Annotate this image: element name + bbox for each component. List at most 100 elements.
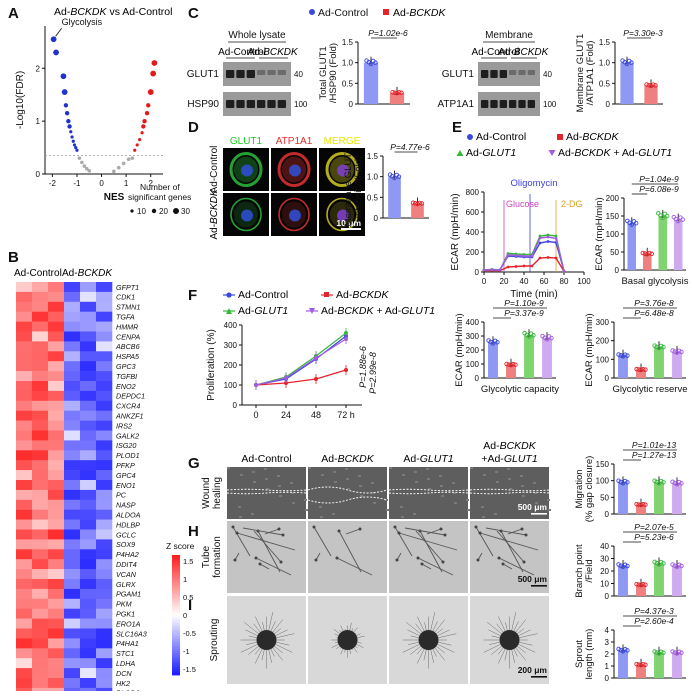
data-dot: [495, 340, 500, 345]
heatmap-cell: [32, 509, 49, 520]
data-dot: [417, 200, 422, 206]
wound-texture: [373, 502, 376, 504]
data-dot: [662, 211, 668, 217]
heatmap-cell: [16, 579, 33, 590]
z-legend-cell: [172, 661, 180, 664]
data-dot: [643, 367, 648, 372]
z-legend-cell: [172, 561, 180, 564]
z-legend-cell: [172, 577, 180, 580]
data-dot: [672, 349, 678, 354]
heatmap-cell: [32, 539, 49, 550]
heatmap-cell: [80, 291, 97, 303]
wound-texture: [358, 475, 361, 477]
heatmap-cell: [80, 678, 97, 689]
heatmap-cell: [80, 440, 97, 451]
heatmap-cell: [96, 390, 113, 402]
heatmap-cell: [64, 648, 81, 659]
data-dot: [636, 367, 642, 372]
ecar-point: [538, 256, 542, 260]
tube-node: [524, 533, 528, 537]
heatmap-cell: [80, 470, 97, 481]
wound-texture: [359, 485, 362, 487]
volcano-point: [69, 130, 73, 134]
bar-ytick-label: 0: [606, 100, 611, 109]
g-col-header-4a: Ad-BCKDK: [483, 440, 537, 452]
gene-label: ENO1: [116, 481, 136, 490]
bar-3: [672, 652, 682, 678]
blot-membrane-band: [481, 70, 489, 78]
heatmap-cell: [32, 390, 49, 402]
z-legend-cell: [172, 581, 180, 584]
heatmap-cell: [48, 539, 65, 550]
z-legend-cell: [172, 611, 180, 614]
heatmap-cell: [96, 499, 113, 510]
tube-node: [335, 556, 339, 560]
sprout-line: [410, 644, 423, 655]
wound-texture: [533, 482, 536, 484]
heatmap-cell: [32, 569, 49, 580]
heatmap-cell: [32, 381, 49, 392]
pval-label: P=1.02e-6: [368, 28, 408, 38]
bar-title: Basal glycolysis: [621, 276, 688, 287]
bar-ytick-label: 150: [606, 212, 620, 221]
panel-label-D: D: [188, 119, 199, 136]
heatmap-cell: [96, 579, 113, 590]
f-xtick-label: 72 h: [337, 410, 355, 420]
wound-texture: [507, 468, 510, 470]
tube-node: [476, 558, 480, 562]
heatmap-cell: [48, 678, 65, 689]
tube-node: [314, 558, 318, 562]
data-dot: [661, 561, 666, 566]
data-dot: [658, 478, 664, 484]
heatmap-cell: [48, 549, 65, 560]
f-legend-marker: [226, 292, 232, 298]
data-dot: [654, 650, 660, 655]
wound-edge-top: [226, 488, 307, 492]
z-legend-cell: [172, 651, 180, 654]
prolif-point: [314, 356, 318, 360]
heatmap-cell: [96, 400, 113, 411]
wound-texture: [251, 513, 254, 515]
heatmap-cell: [96, 420, 113, 431]
gene-label: TGFA: [116, 313, 135, 322]
z-legend-cell: [172, 641, 180, 644]
sprout-line: [515, 644, 526, 654]
volcano-point: [144, 111, 150, 116]
d-channel-label: MERGE: [324, 136, 361, 147]
c-legend-control: Ad-Control: [318, 7, 368, 19]
heatmap-cell: [48, 588, 65, 600]
z-legend-title: Z score: [166, 541, 195, 551]
tube-segment: [236, 532, 296, 551]
heatmap-cell: [32, 608, 49, 619]
heatmap-cell: [48, 559, 65, 570]
heatmap-cell: [96, 489, 113, 501]
f-legend-marker: [226, 308, 232, 314]
data-dot: [634, 366, 639, 372]
gene-label: HDLBP: [116, 520, 140, 529]
ecar-point: [538, 241, 542, 245]
bar-0: [488, 342, 498, 378]
heatmap-cell: [80, 361, 97, 372]
wound-texture: [371, 482, 374, 484]
tube-node: [358, 527, 362, 531]
z-legend-cell: [172, 555, 180, 558]
tube-segment: [232, 526, 251, 557]
heatmap-cell: [64, 311, 81, 322]
heatmap-cell: [32, 499, 49, 510]
bar-ytick-label: 0: [605, 510, 610, 519]
heatmap-cell: [80, 598, 97, 609]
data-dot: [624, 61, 630, 67]
f-pval-2: P=2.99e-8: [368, 352, 378, 394]
heatmap-cell: [64, 489, 81, 501]
blot-membrane-band: [518, 70, 526, 75]
h-row-label-2: formation: [212, 536, 223, 578]
heatmap-cell: [64, 658, 81, 669]
sprout-line: [407, 629, 422, 637]
tube-segment: [502, 563, 513, 570]
wound-texture: [252, 471, 255, 473]
a-ytick-label: 0: [36, 170, 41, 179]
heatmap-cell: [32, 460, 49, 471]
heatmap-cell: [96, 618, 113, 629]
heatmap-cell: [32, 291, 49, 303]
data-dot: [506, 362, 512, 367]
